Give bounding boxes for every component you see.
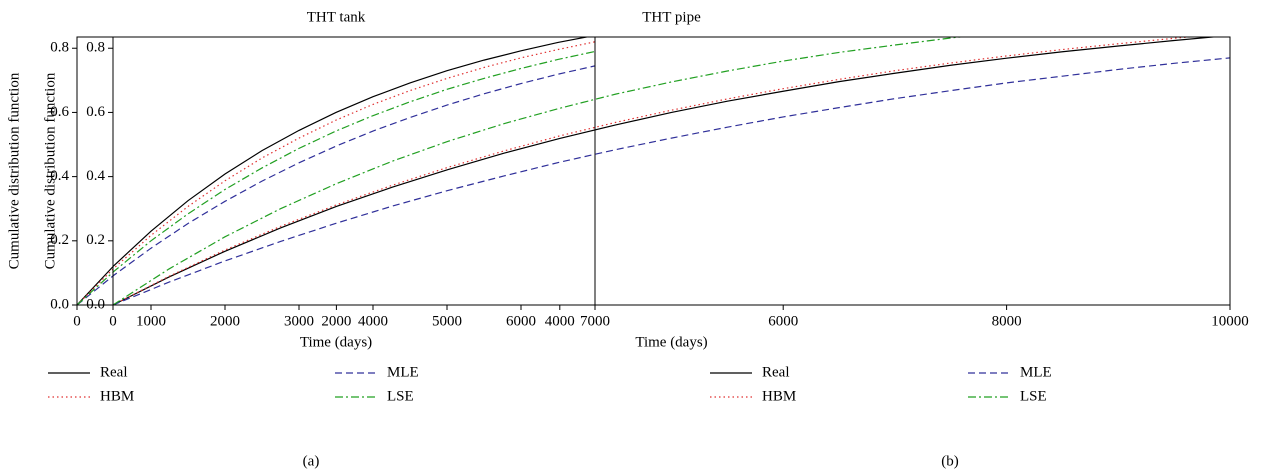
series-line	[113, 37, 966, 305]
y-axis-label: Cumulative distribution function	[6, 72, 22, 269]
x-tick-label: 10000	[1211, 313, 1249, 329]
caption: (b)	[941, 453, 959, 469]
y-tick-label: 0.0	[50, 296, 69, 312]
legend-label: MLE	[1020, 364, 1052, 380]
series-line	[77, 65, 595, 305]
y-tick-label: 0.6	[86, 104, 105, 120]
x-tick-label: 0	[73, 313, 81, 329]
x-tick-label: 3000	[284, 313, 314, 329]
series-line	[113, 57, 1230, 305]
x-tick-label: 2000	[321, 313, 351, 329]
x-tick-label: 6000	[506, 313, 536, 329]
legend-label: Real	[762, 364, 790, 380]
series-line	[77, 41, 595, 305]
chart-title: THT pipe	[642, 9, 701, 25]
legend-label: Real	[100, 364, 128, 380]
y-tick-label: 0.8	[50, 40, 69, 56]
chart-title: THT tank	[307, 9, 366, 25]
y-tick-label: 0.2	[50, 232, 69, 248]
legend-label: LSE	[1020, 388, 1047, 404]
caption: (a)	[303, 453, 320, 469]
x-tick-label: 2000	[210, 313, 240, 329]
x-tick-label: 7000	[580, 313, 610, 329]
legend-label: HBM	[100, 388, 134, 404]
x-axis-label: Time (days)	[635, 334, 707, 350]
x-tick-label: 1000	[136, 313, 166, 329]
y-tick-label: 0.2	[86, 232, 105, 248]
y-tick-label: 0.0	[86, 296, 105, 312]
x-tick-label: 4000	[358, 313, 388, 329]
series-line	[77, 50, 595, 305]
x-tick-label: 6000	[768, 313, 798, 329]
series-line	[113, 37, 1197, 305]
x-tick-label: 0	[109, 313, 117, 329]
series-line	[113, 37, 1220, 305]
y-tick-label: 0.8	[86, 40, 105, 56]
legend-label: MLE	[387, 364, 419, 380]
legend-label: HBM	[762, 388, 796, 404]
x-tick-label: 8000	[992, 313, 1022, 329]
plot-frame	[76, 36, 596, 306]
x-axis-label: Time (days)	[300, 334, 372, 350]
x-tick-label: 4000	[545, 313, 575, 329]
y-tick-label: 0.6	[50, 104, 69, 120]
legend-label: LSE	[387, 388, 414, 404]
y-axis-label: Cumulative distribution function	[42, 72, 58, 269]
plot-frame	[112, 36, 1231, 306]
series-line	[77, 37, 590, 305]
y-tick-label: 0.4	[86, 168, 105, 184]
y-tick-label: 0.4	[50, 168, 69, 184]
x-tick-label: 5000	[432, 313, 462, 329]
